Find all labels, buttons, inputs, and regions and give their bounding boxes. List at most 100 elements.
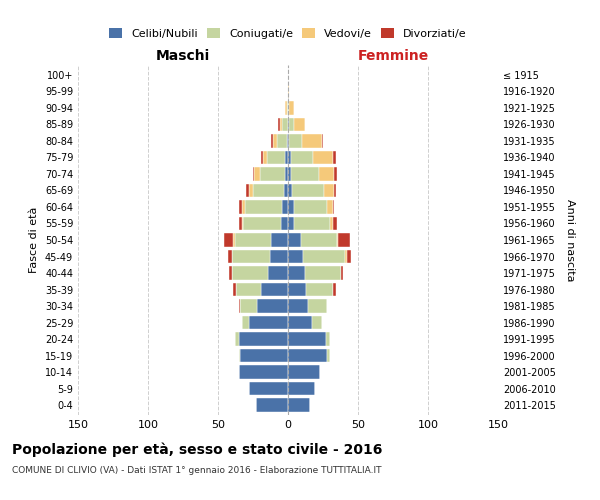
Bar [301,233,337,247]
Bar [325,184,334,197]
Bar [302,134,322,147]
Bar [235,233,271,247]
Y-axis label: Anni di nascita: Anni di nascita [565,198,575,281]
Bar [241,349,288,362]
Bar [338,233,350,247]
Bar [288,184,292,197]
Bar [232,250,270,264]
Bar [313,150,333,164]
Bar [291,150,313,164]
Bar [270,250,288,264]
Bar [260,167,285,180]
Y-axis label: Fasce di età: Fasce di età [29,207,39,273]
Bar [288,332,326,346]
Bar [224,233,233,247]
Bar [289,101,293,114]
Text: Popolazione per età, sesso e stato civile - 2016: Popolazione per età, sesso e stato civil… [12,442,382,457]
Bar [334,167,337,180]
Bar [288,84,289,98]
Bar [288,167,291,180]
Bar [288,283,306,296]
Bar [308,300,327,313]
Bar [288,398,310,412]
Bar [257,300,288,313]
Bar [249,184,253,197]
Bar [289,134,302,147]
Bar [337,233,338,247]
Bar [293,200,327,214]
Text: Maschi: Maschi [156,50,210,64]
Bar [229,266,232,280]
Bar [312,316,322,330]
Bar [246,184,249,197]
Bar [242,316,249,330]
Bar [271,233,288,247]
Bar [239,349,241,362]
Bar [319,167,334,180]
Bar [253,167,254,180]
Bar [326,332,330,346]
Bar [239,300,241,313]
Bar [288,200,293,214]
Bar [239,332,288,346]
Bar [334,184,335,197]
Bar [277,134,287,147]
Bar [254,167,260,180]
Bar [288,118,289,131]
Bar [288,366,320,379]
Bar [249,382,288,396]
Bar [284,184,288,197]
Bar [304,250,346,264]
Bar [242,216,243,230]
Bar [243,216,281,230]
Bar [232,266,268,280]
Bar [287,134,288,147]
Bar [330,216,333,230]
Bar [242,200,245,214]
Bar [289,118,293,131]
Bar [235,332,239,346]
Bar [287,101,288,114]
Bar [333,283,335,296]
Bar [281,216,288,230]
Bar [256,398,288,412]
Bar [333,150,335,164]
Bar [241,300,257,313]
Bar [346,250,347,264]
Bar [228,250,232,264]
Bar [245,200,283,214]
Bar [285,167,288,180]
Bar [271,134,272,147]
Bar [288,300,308,313]
Legend: Celibi/Nubili, Coniugati/e, Vedovi/e, Divorziati/e: Celibi/Nubili, Coniugati/e, Vedovi/e, Di… [106,25,470,42]
Bar [288,382,314,396]
Bar [306,283,333,296]
Text: COMUNE DI CLIVIO (VA) - Dati ISTAT 1° gennaio 2016 - Elaborazione TUTTITALIA.IT: COMUNE DI CLIVIO (VA) - Dati ISTAT 1° ge… [12,466,382,475]
Bar [239,200,242,214]
Bar [292,184,325,197]
Bar [288,216,293,230]
Bar [262,150,263,164]
Bar [262,283,288,296]
Bar [327,200,333,214]
Bar [341,266,343,280]
Bar [236,283,262,296]
Bar [288,134,289,147]
Bar [333,216,337,230]
Bar [288,266,305,280]
Bar [322,134,323,147]
Bar [288,233,301,247]
Bar [288,316,312,330]
Bar [283,118,288,131]
Bar [233,233,235,247]
Bar [249,316,288,330]
Bar [293,216,330,230]
Bar [253,184,284,197]
Bar [327,349,330,362]
Bar [333,200,334,214]
Bar [288,349,327,362]
Bar [233,283,236,296]
Bar [268,266,288,280]
Bar [291,167,319,180]
Bar [288,250,304,264]
